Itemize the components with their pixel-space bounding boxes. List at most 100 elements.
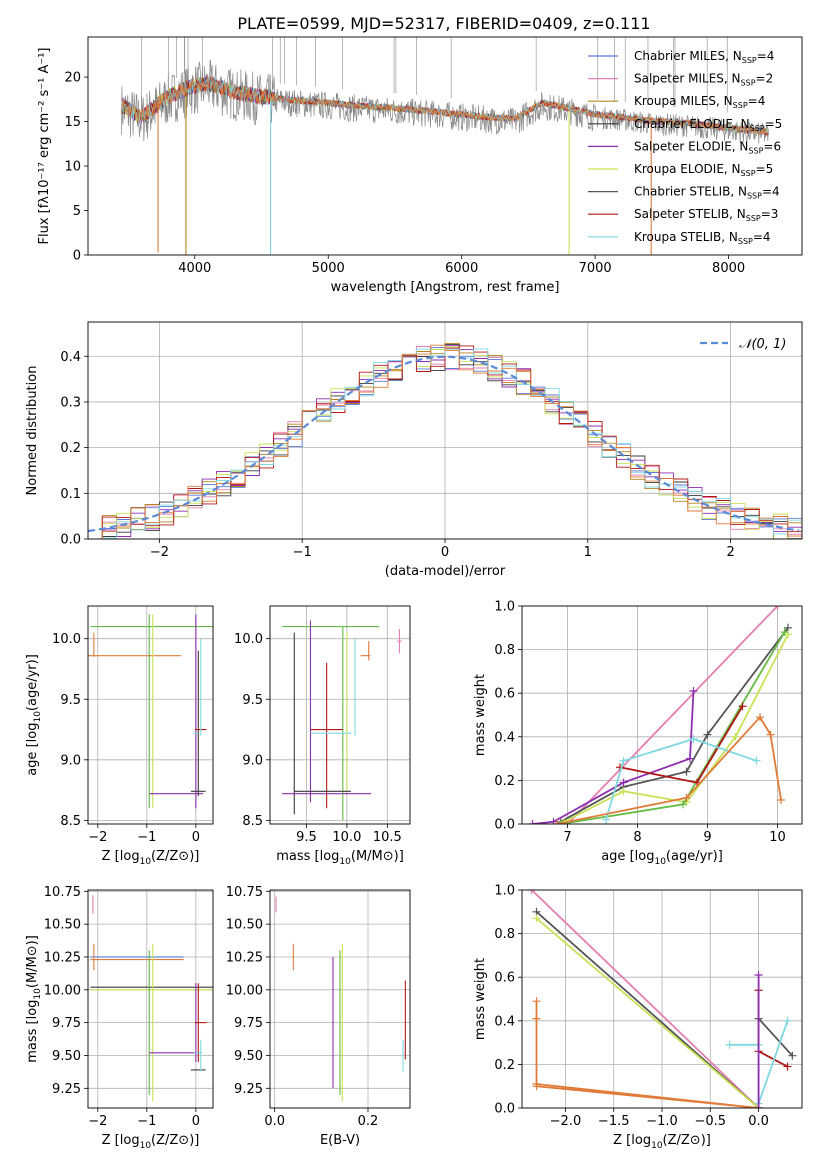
- x-tick-label: 5000: [312, 261, 345, 276]
- legend-suffix: =5: [765, 117, 783, 131]
- chart-mass-vs-Z: −2 −1 0 9.25 9.50 9.75 10.00 10.25 10.50 10.75 Z […: [25, 885, 214, 1151]
- label-part: (data-model)/error: [385, 564, 506, 579]
- weight-marker: [553, 820, 561, 824]
- y-tick-label: 20: [64, 71, 81, 86]
- label-subscript: 10: [140, 1141, 152, 1151]
- weight-marker: [783, 1062, 792, 1071]
- x-tick-label: 10.5: [373, 830, 402, 845]
- x-tick-label: −1: [137, 830, 156, 845]
- y-tick-label: 8.5: [60, 814, 81, 829]
- weight-marker: [528, 820, 537, 824]
- weight-marker: [783, 1016, 792, 1025]
- legend-label: Salpeter ELODIE, NSSP=6: [634, 139, 781, 155]
- weight-marker: [549, 817, 558, 824]
- y-tick-label: 0.1: [60, 487, 81, 502]
- legend-label: Kroupa ELODIE, NSSP=5: [634, 162, 773, 178]
- y-tick-label: 0.2: [60, 441, 81, 456]
- x-tick-label: 0.0: [264, 1114, 285, 1129]
- legend-suffix: =4: [753, 230, 771, 244]
- y-tick-label: 0.0: [494, 1102, 515, 1117]
- x-axis-label: (data-model)/error: [385, 564, 506, 579]
- y-tick-label: 0.8: [494, 643, 515, 658]
- y-tick-label: 9.0: [60, 753, 81, 768]
- weight-marker: [780, 628, 789, 637]
- weight-marker: [532, 1014, 541, 1023]
- y-tick-label: 10.0: [234, 632, 263, 647]
- legend-suffix: =2: [756, 72, 774, 86]
- legend-subscript: SSP: [741, 79, 756, 88]
- legend-text: Chabrier STELIB, N: [634, 185, 747, 199]
- y-tick-label: 0.2: [494, 1058, 515, 1073]
- label-part: (Z/Z⊙)]: [151, 849, 199, 864]
- x-tick-label: −2: [88, 1114, 107, 1129]
- x-tick-label: 8000: [712, 261, 745, 276]
- weight-marker: [788, 1051, 797, 1060]
- model-spectrum: [121, 75, 769, 136]
- label-part: wavelength [Angstrom, rest frame]: [331, 280, 560, 295]
- y-tick-label: 0: [73, 249, 81, 264]
- x-tick-label: −2: [150, 545, 169, 560]
- plot-area: [90, 895, 213, 1102]
- y-tick-label: 0.6: [494, 687, 515, 702]
- y-tick-label: 9.50: [52, 1049, 81, 1064]
- weight-marker: [619, 756, 628, 765]
- label-part: Z [: [613, 1133, 631, 1148]
- weight-marker: [754, 1104, 763, 1108]
- label-part: (M/M⊙)]: [351, 849, 404, 864]
- x-tick-label: 0: [192, 830, 200, 845]
- residual-histogram: [88, 348, 802, 539]
- legend-subscript: SSP: [748, 146, 763, 155]
- y-axis-label: age [log10(age/yr)]: [25, 654, 43, 776]
- weight-marker: [773, 606, 782, 610]
- y-axis-label: Flux [fλ10⁻¹⁷ erg cm⁻² s⁻¹ A⁻¹]: [37, 48, 52, 245]
- label-part: E(B-V): [320, 1133, 360, 1148]
- chart-weight-vs-Z: −2.0 −1.5 −1.0 −0.5 0.0 0.0 0.2 0.4 0.6 0.8 1.0 Z […: [473, 884, 803, 1151]
- y-tick-label: 9.75: [234, 1016, 263, 1031]
- y-tick-label: 5: [73, 204, 81, 219]
- y-tick-label: 10.00: [226, 983, 263, 998]
- label-part: log: [320, 849, 340, 864]
- x-tick-label: 0: [192, 1114, 200, 1129]
- plot-area: [528, 606, 792, 824]
- label-part: mass weight: [473, 674, 488, 756]
- weight-marker: [756, 713, 764, 722]
- y-tick-label: 0.4: [494, 730, 515, 745]
- weight-marker: [619, 787, 628, 796]
- legend-label: Kroupa STELIB, NSSP=4: [634, 230, 771, 246]
- y-tick-label: 0.0: [494, 818, 515, 833]
- x-tick-label: 7: [563, 830, 571, 845]
- x-tick-label: 6000: [445, 261, 478, 276]
- legend-suffix: =4: [757, 49, 775, 63]
- y-tick-label: 10.25: [44, 950, 81, 965]
- legend-subscript: SSP: [733, 101, 748, 110]
- legend-subscript: SSP: [750, 124, 765, 133]
- x-tick-label: −0.5: [694, 1114, 726, 1129]
- legend-label: Chabrier ELODIE, NSSP=5: [634, 117, 782, 133]
- label-part: age [: [601, 849, 634, 864]
- x-axis-label: mass [log10(M/M⊙)]: [276, 849, 404, 867]
- y-tick-label: 10.75: [226, 885, 263, 900]
- x-tick-label: 9: [703, 830, 711, 845]
- weight-marker: [689, 734, 698, 743]
- weight-line: [535, 917, 760, 1108]
- legend-suffix: =5: [756, 162, 774, 176]
- label-part: log: [631, 1133, 651, 1148]
- weight-line: [531, 890, 760, 1108]
- x-tick-label: 0.0: [748, 1114, 769, 1129]
- y-axis-label: mass weight: [473, 674, 488, 756]
- plot-area: [88, 342, 802, 539]
- weight-marker: [602, 815, 610, 824]
- y-tick-label: 9.75: [52, 1016, 81, 1031]
- legend-label: Kroupa MILES, NSSP=4: [634, 94, 765, 110]
- y-tick-label: 10.0: [52, 632, 81, 647]
- y-axis-label: mass weight: [473, 958, 488, 1040]
- label-subscript: 10: [33, 711, 43, 723]
- y-tick-label: 9.25: [234, 1082, 263, 1097]
- y-axis-label: Normed distribution: [25, 366, 40, 496]
- x-tick-label: 7000: [579, 261, 612, 276]
- weight-marker: [752, 756, 761, 765]
- x-tick-label: 4000: [178, 261, 211, 276]
- label-subscript: 10: [651, 1141, 663, 1151]
